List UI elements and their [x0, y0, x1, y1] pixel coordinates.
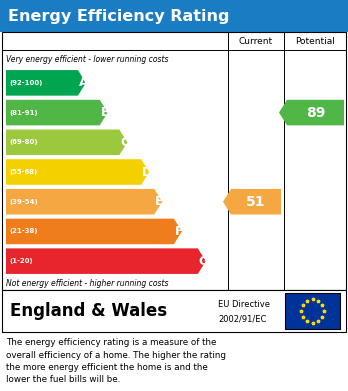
Text: (92-100): (92-100): [9, 80, 42, 86]
Text: (1-20): (1-20): [9, 258, 33, 264]
Text: C: C: [120, 136, 129, 149]
Polygon shape: [6, 70, 86, 96]
Text: E: E: [155, 195, 164, 208]
Text: Current: Current: [239, 36, 273, 45]
Text: 89: 89: [306, 106, 325, 120]
Text: EU Directive: EU Directive: [218, 300, 270, 309]
Text: G: G: [199, 255, 209, 268]
Polygon shape: [6, 189, 162, 215]
Bar: [0, 0, 348, 32]
Bar: [2, 32, 346, 290]
Polygon shape: [6, 129, 127, 155]
Text: B: B: [101, 106, 110, 119]
Text: (39-54): (39-54): [9, 199, 38, 205]
Polygon shape: [6, 159, 149, 185]
Text: (21-38): (21-38): [9, 228, 38, 235]
Text: (69-80): (69-80): [9, 139, 38, 145]
Polygon shape: [6, 248, 206, 274]
Polygon shape: [6, 100, 108, 126]
Text: A: A: [79, 76, 88, 90]
Bar: [2, 290, 346, 332]
Text: The energy efficiency rating is a measure of the
overall efficiency of a home. T: The energy efficiency rating is a measur…: [6, 338, 226, 384]
Text: Potential: Potential: [295, 36, 335, 45]
Bar: [285, 293, 340, 329]
Text: 2002/91/EC: 2002/91/EC: [218, 314, 266, 323]
Polygon shape: [279, 100, 344, 126]
Polygon shape: [6, 219, 182, 244]
Text: Very energy efficient - lower running costs: Very energy efficient - lower running co…: [6, 54, 168, 63]
Text: 51: 51: [246, 195, 266, 209]
Text: Not energy efficient - higher running costs: Not energy efficient - higher running co…: [6, 278, 168, 287]
Text: England & Wales: England & Wales: [10, 302, 167, 320]
Polygon shape: [223, 189, 281, 215]
Text: Energy Efficiency Rating: Energy Efficiency Rating: [8, 9, 229, 23]
Text: F: F: [175, 225, 183, 238]
Text: (55-68): (55-68): [9, 169, 37, 175]
Text: (81-91): (81-91): [9, 109, 38, 116]
Text: D: D: [142, 165, 152, 179]
